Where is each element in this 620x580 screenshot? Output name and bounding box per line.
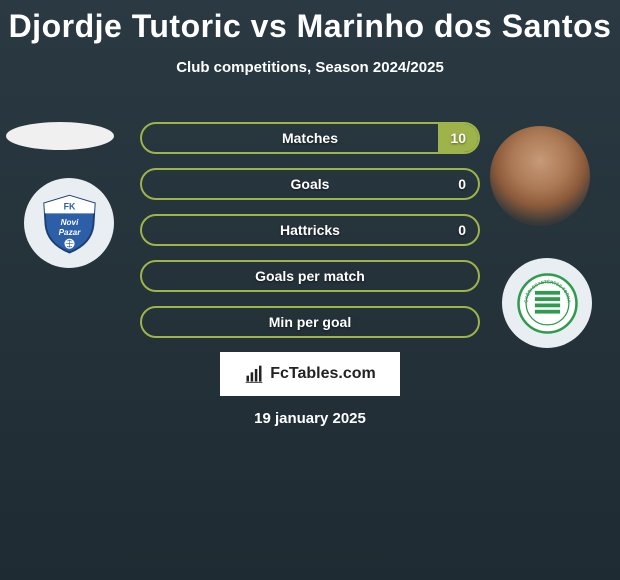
stat-row-goals: Goals 0 xyxy=(140,168,480,200)
stats-bars: Matches 10 Goals 0 Hattricks 0 Goals per… xyxy=(140,122,480,352)
club-left-shield-icon: FK Novi Pazar xyxy=(38,192,101,255)
stat-row-hattricks: Hattricks 0 xyxy=(140,214,480,246)
player-left-avatar xyxy=(6,122,114,150)
stat-row-mpg: Min per goal xyxy=(140,306,480,338)
bar-chart-icon xyxy=(244,364,264,384)
club-right-badge: GYŐRI EGYETÉRTÉS TORNA xyxy=(502,258,592,348)
stat-label: Goals per match xyxy=(255,268,365,284)
subtitle: Club competitions, Season 2024/2025 xyxy=(0,59,620,76)
player-right-avatar xyxy=(490,126,590,226)
page-title: Djordje Tutoric vs Marinho dos Santos xyxy=(0,0,620,45)
stat-label: Goals xyxy=(291,176,330,192)
stat-label: Min per goal xyxy=(269,314,351,330)
branding-box: FcTables.com xyxy=(220,352,400,396)
svg-text:FK: FK xyxy=(63,201,75,211)
svg-text:Pazar: Pazar xyxy=(58,227,81,236)
svg-text:Novi: Novi xyxy=(60,217,78,226)
club-right-crest-icon: GYŐRI EGYETÉRTÉS TORNA xyxy=(516,272,579,335)
date-text: 19 january 2025 xyxy=(254,410,366,427)
stat-value-right: 10 xyxy=(450,130,466,146)
stat-label: Hattricks xyxy=(280,222,340,238)
stat-value-right: 0 xyxy=(458,176,466,192)
branding-text: FcTables.com xyxy=(270,365,376,383)
stat-value-right: 0 xyxy=(458,222,466,238)
stat-label: Matches xyxy=(282,130,338,146)
stat-row-matches: Matches 10 xyxy=(140,122,480,154)
stat-row-gpm: Goals per match xyxy=(140,260,480,292)
club-left-badge: FK Novi Pazar xyxy=(24,178,114,268)
